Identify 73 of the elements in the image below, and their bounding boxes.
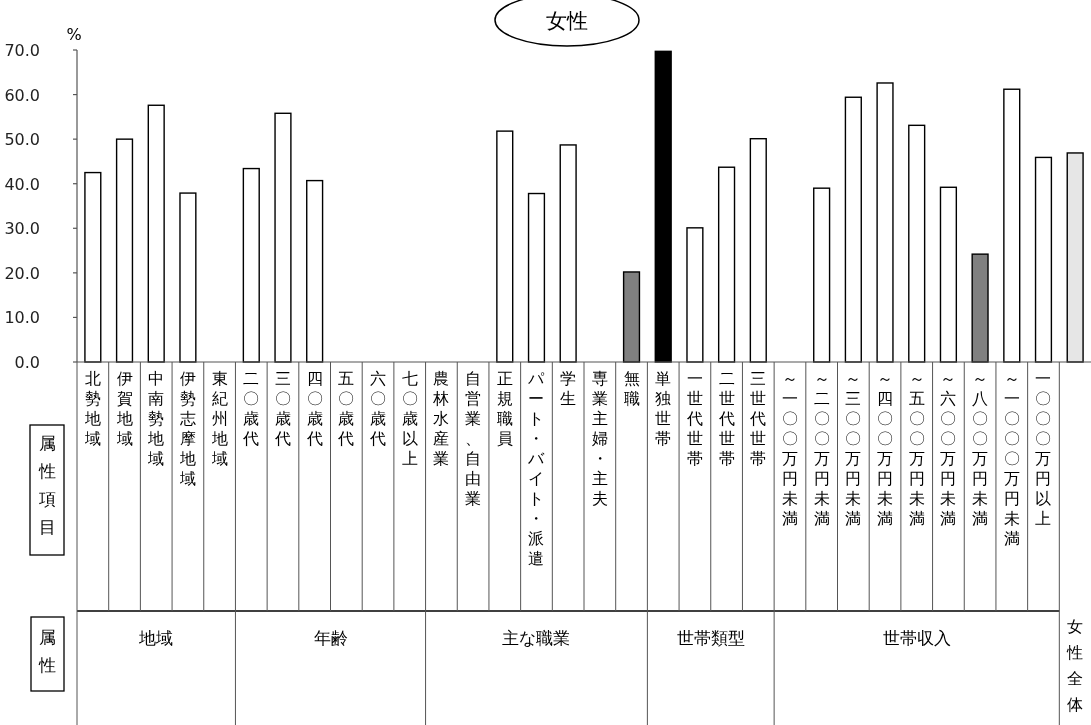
x-tick-label: 一世代世帯 [685,369,703,468]
bar [559,144,577,363]
x-tick-label: 無職 [623,369,640,408]
x-tick-label: 二〇歳代 [242,369,260,448]
x-tick-label: 中南勢地域 [147,369,165,468]
bar [813,187,831,363]
category-label: ～一〇〇〇万円未満 [1003,369,1020,548]
x-tick-label: 三世代世帯 [749,369,767,468]
bar [147,104,165,363]
bar [242,167,260,363]
x-tick-label: ～五〇〇万円未満 [908,369,925,528]
text: 女性全体 [1066,617,1084,714]
bar [844,96,862,363]
y-tick-label: 20.0 [4,263,40,283]
x-tick-label: 農林水産業 [432,369,450,468]
y-tick-label: 60.0 [4,85,40,105]
y-tick-label: 40.0 [4,174,40,194]
bar [749,138,767,363]
x-tick-label: 自営業、自由業 [465,369,482,508]
bar [654,50,672,363]
y-tick-label: 30.0 [4,219,40,239]
y-tick-label: 50.0 [4,130,40,150]
bar [1003,88,1021,363]
text: 世帯類型 [676,628,745,648]
x-tick-label: ～四〇〇万円未満 [877,369,894,528]
x-tick-label: 伊勢志摩地域 [178,369,196,488]
x-tick-label: ～八〇〇万円未満 [972,369,989,528]
x-tick-label: 東紀州地域 [210,369,228,468]
x-tick-label: 七〇歳以上 [401,369,418,468]
y-axis-title: % [66,25,82,44]
x-tick-label: 専業主婦・主夫 [591,369,608,508]
x-tick-label: ～六〇〇万円未満 [940,369,957,528]
x-tick-label: 伊賀地域 [115,369,133,448]
x-tick-label: ～三〇〇万円未満 [845,369,862,528]
bar [686,227,704,363]
x-tick-label: 正規職員 [496,369,513,448]
bar [306,179,324,363]
text: 世帯収入 [882,628,951,648]
bar [1034,156,1053,363]
bar [908,124,926,363]
chart-title: 女性 [546,9,588,33]
text: 主な職業 [502,628,571,648]
text: 属性項目 [37,433,56,537]
x-tick-label: 三〇歳代 [273,369,291,448]
bar [527,192,546,363]
bar [496,130,514,363]
x-tick-label: 四〇歳代 [305,369,323,448]
x-tick-label: 単独世帯 [655,369,672,448]
bar [179,192,197,363]
x-tick-label: 六〇歳代 [369,369,387,448]
x-tick-label: 学生 [560,369,577,408]
category-label: パート・バイト・派遣 [528,369,545,568]
y-tick-label: 10.0 [4,308,40,328]
bar [274,112,292,363]
x-tick-label: 二世代世帯 [717,369,735,468]
bar [876,82,894,363]
bar [115,138,134,363]
x-tick-label: 北勢地域 [83,369,101,448]
bar [622,271,641,363]
bar [84,171,102,363]
text: 年齢 [313,628,348,648]
x-tick-label: ～二〇〇万円未満 [813,369,830,528]
x-tick-label: ～一〇〇万円未満 [781,369,798,528]
y-tick-label: 70.0 [4,41,40,60]
text: 属性 [37,627,56,675]
text: 地域 [138,628,174,648]
bar [971,253,989,363]
bar [717,166,736,363]
bar [1066,152,1084,363]
bar [939,186,958,363]
x-tick-label: 一〇〇〇万円以上 [1035,369,1052,528]
y-tick-label: 0.0 [14,353,40,372]
x-tick-label: 五〇歳代 [337,369,355,448]
